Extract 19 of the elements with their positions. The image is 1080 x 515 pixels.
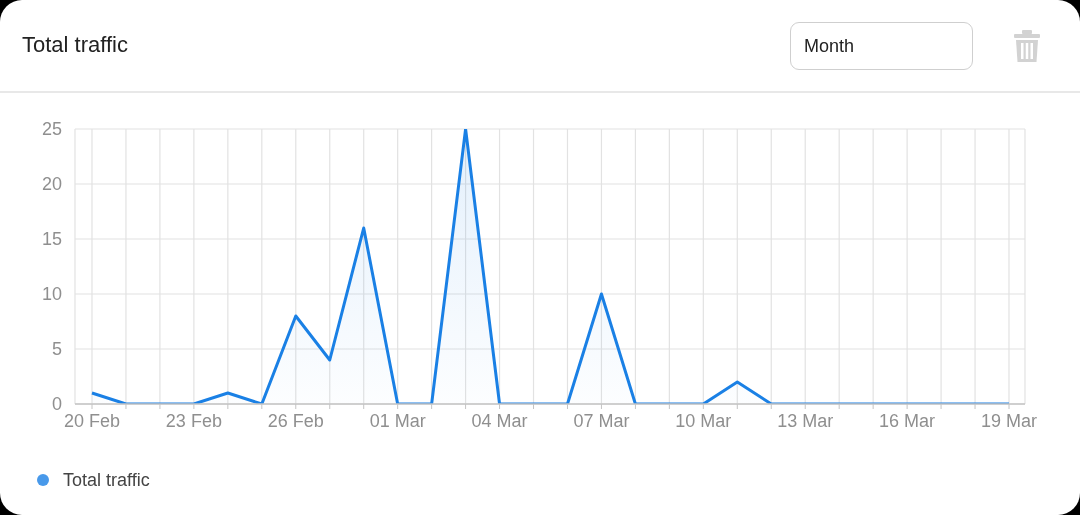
x-tick-label: 16 Mar <box>879 410 936 431</box>
y-tick-label: 0 <box>51 394 62 415</box>
y-tick-label: 15 <box>41 229 62 250</box>
chart-title: Total traffic <box>22 31 128 59</box>
x-tick-label: 13 Mar <box>777 410 834 431</box>
x-tick-label: 19 Mar <box>980 410 1038 431</box>
x-tick-label: 04 Mar <box>471 410 528 431</box>
x-tick-label: 01 Mar <box>369 410 426 431</box>
x-tick-label: 10 Mar <box>675 410 732 431</box>
x-tick-label: 20 Feb <box>63 410 121 431</box>
x-tick-label: 26 Feb <box>267 410 324 431</box>
legend-label: Total traffic <box>63 469 150 492</box>
y-tick-label: 25 <box>41 119 62 140</box>
x-tick-label: 23 Feb <box>165 410 222 431</box>
y-tick-label: 10 <box>41 284 62 305</box>
x-tick-label: 07 Mar <box>573 410 630 431</box>
y-tick-label: 5 <box>51 339 62 360</box>
y-tick-label: 20 <box>41 174 62 195</box>
dropdown-field: Month <box>790 22 973 70</box>
